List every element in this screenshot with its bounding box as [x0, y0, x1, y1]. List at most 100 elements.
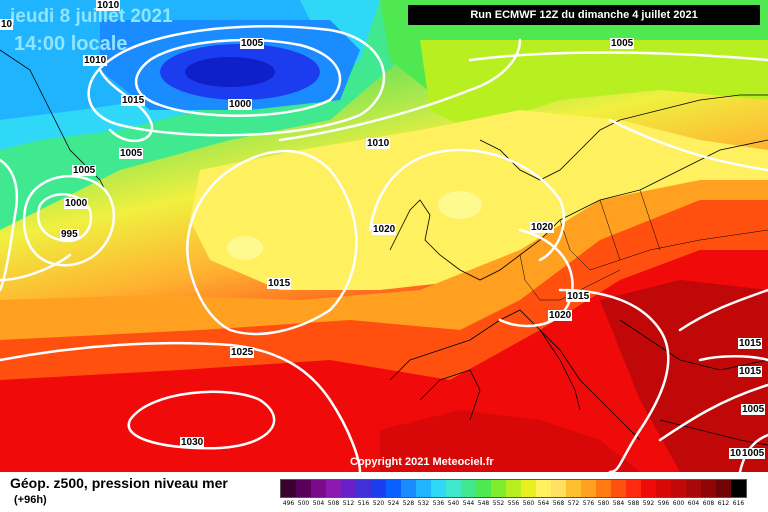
- scale-tick-label: 544: [462, 500, 475, 507]
- scale-tick-label: 524: [387, 500, 400, 507]
- scale-swatch: [716, 480, 731, 497]
- isobar-label: 1000: [228, 99, 253, 110]
- isobar-1000-low-b: [22, 175, 116, 267]
- scale-tick-label: 520: [372, 500, 385, 507]
- scale-tick-label: 512: [342, 500, 355, 507]
- scale-tick-label: 504: [312, 500, 325, 507]
- scale-tick-label: 588: [627, 500, 640, 507]
- isobars: [0, 25, 768, 472]
- scale-tick-label: 592: [642, 500, 655, 507]
- scale-tick-label: 508: [327, 500, 340, 507]
- scale-swatch: [476, 480, 491, 497]
- scale-tick-label: 496: [282, 500, 295, 507]
- scale-swatch: [671, 480, 686, 497]
- isobar-1005-sw: [0, 253, 72, 282]
- isobar-1005-low: [87, 25, 386, 137]
- isobar-label: 1015: [121, 95, 146, 106]
- isobar-west-edge: [0, 158, 19, 292]
- field-core: [185, 57, 275, 87]
- scale-tick-label: 560: [522, 500, 535, 507]
- scale-tick-label: 608: [702, 500, 715, 507]
- coast-mediterranean: [389, 309, 641, 441]
- scale-swatch: [641, 480, 656, 497]
- country-borders: [519, 189, 768, 301]
- scale-swatch: [356, 480, 371, 497]
- forecast-date: jeudi 8 juillet 2021: [10, 6, 173, 27]
- model-run-info: Run ECMWF 12Z du dimanche 4 juillet 2021: [408, 5, 760, 25]
- isobar-1005-far-east: [658, 383, 768, 442]
- scale-tick-label: 612: [717, 500, 730, 507]
- scale-swatch: [341, 480, 356, 497]
- isobar-1030-high: [127, 390, 276, 450]
- scale-tick-label: 600: [672, 500, 685, 507]
- scale-tick-label: 548: [477, 500, 490, 507]
- isobar-1015-ridge: [186, 149, 358, 336]
- scale-swatch: [461, 480, 476, 497]
- isobar-label: 10: [0, 19, 14, 30]
- coast-italy: [539, 329, 581, 411]
- scale-swatch: [581, 480, 596, 497]
- isobar-995-low: [36, 193, 93, 243]
- legend-footer: Géop. z500, pression niveau mer (+96h) 4…: [0, 472, 768, 512]
- isobar-1020-north: [368, 148, 566, 262]
- scale-tick-label: 576: [582, 500, 595, 507]
- isobar-1010-mid: [278, 38, 522, 142]
- scale-tick-label: 528: [402, 500, 415, 507]
- isobar-label: 1005: [72, 165, 97, 176]
- field-ridge-a: [438, 191, 482, 219]
- scale-swatch: [731, 480, 746, 497]
- isobar-label: 1020: [372, 224, 397, 235]
- scale-swatch: [701, 480, 716, 497]
- isobar-label: 1020: [530, 222, 555, 233]
- isobar-label: 1005: [240, 38, 265, 49]
- border-poland: [599, 199, 621, 261]
- isobar-label: 1005: [610, 38, 635, 49]
- isobar-label: 1015: [566, 291, 591, 302]
- isobar-label: 1010: [83, 55, 108, 66]
- forecast-time: 14:00 locale: [14, 33, 128, 55]
- scale-swatch: [656, 480, 671, 497]
- field-ridge-b: [227, 236, 263, 260]
- isobar-label: 1015: [738, 366, 763, 377]
- isobar-1015-far-east-b: [698, 355, 768, 362]
- geopotential-map: [0, 0, 768, 472]
- isobar-label: 1015: [267, 278, 292, 289]
- scale-swatch: [386, 480, 401, 497]
- coast-greenland: [0, 49, 111, 201]
- field-lime-ne: [420, 40, 768, 130]
- scale-swatch: [611, 480, 626, 497]
- scale-swatch: [281, 480, 296, 497]
- isobar-1015-west: [98, 68, 154, 143]
- scale-tick-label: 516: [357, 500, 370, 507]
- isobar-label: 1005: [741, 448, 766, 459]
- coast-iberia: [419, 369, 481, 421]
- isobar-label: 995: [60, 229, 79, 240]
- scale-swatch: [326, 480, 341, 497]
- scale-tick-label: 500: [297, 500, 310, 507]
- forecast-step: (+96h): [14, 494, 47, 506]
- isobar-1000-low: [134, 38, 342, 117]
- isobar-label: 1000: [64, 198, 89, 209]
- field-darkred-a: [380, 410, 640, 472]
- scale-tick-label: 616: [732, 500, 745, 507]
- isobar-1025: [0, 341, 362, 472]
- scale-tick-label: 536: [432, 500, 445, 507]
- scale-swatch: [416, 480, 431, 497]
- scale-swatch: [566, 480, 581, 497]
- isobar-label: 1005: [741, 404, 766, 415]
- isobar-1015-far-east: [678, 288, 768, 332]
- copyright-notice: Copyright 2021 Meteociel.fr: [350, 456, 494, 468]
- scale-swatch: [371, 480, 386, 497]
- scale-tick-label: 596: [657, 500, 670, 507]
- scale-tick-label: 568: [552, 500, 565, 507]
- color-scale: [280, 479, 747, 498]
- scale-tick-label: 584: [612, 500, 625, 507]
- coast-scandinavia: [479, 94, 768, 181]
- isobar-label: 1005: [119, 148, 144, 159]
- isobar-label: 1015: [738, 338, 763, 349]
- scale-tick-label: 556: [507, 500, 520, 507]
- scale-swatch: [296, 480, 311, 497]
- map-area: jeudi 8 juillet 2021 14:00 locale Run EC…: [0, 0, 768, 472]
- scale-swatch: [491, 480, 506, 497]
